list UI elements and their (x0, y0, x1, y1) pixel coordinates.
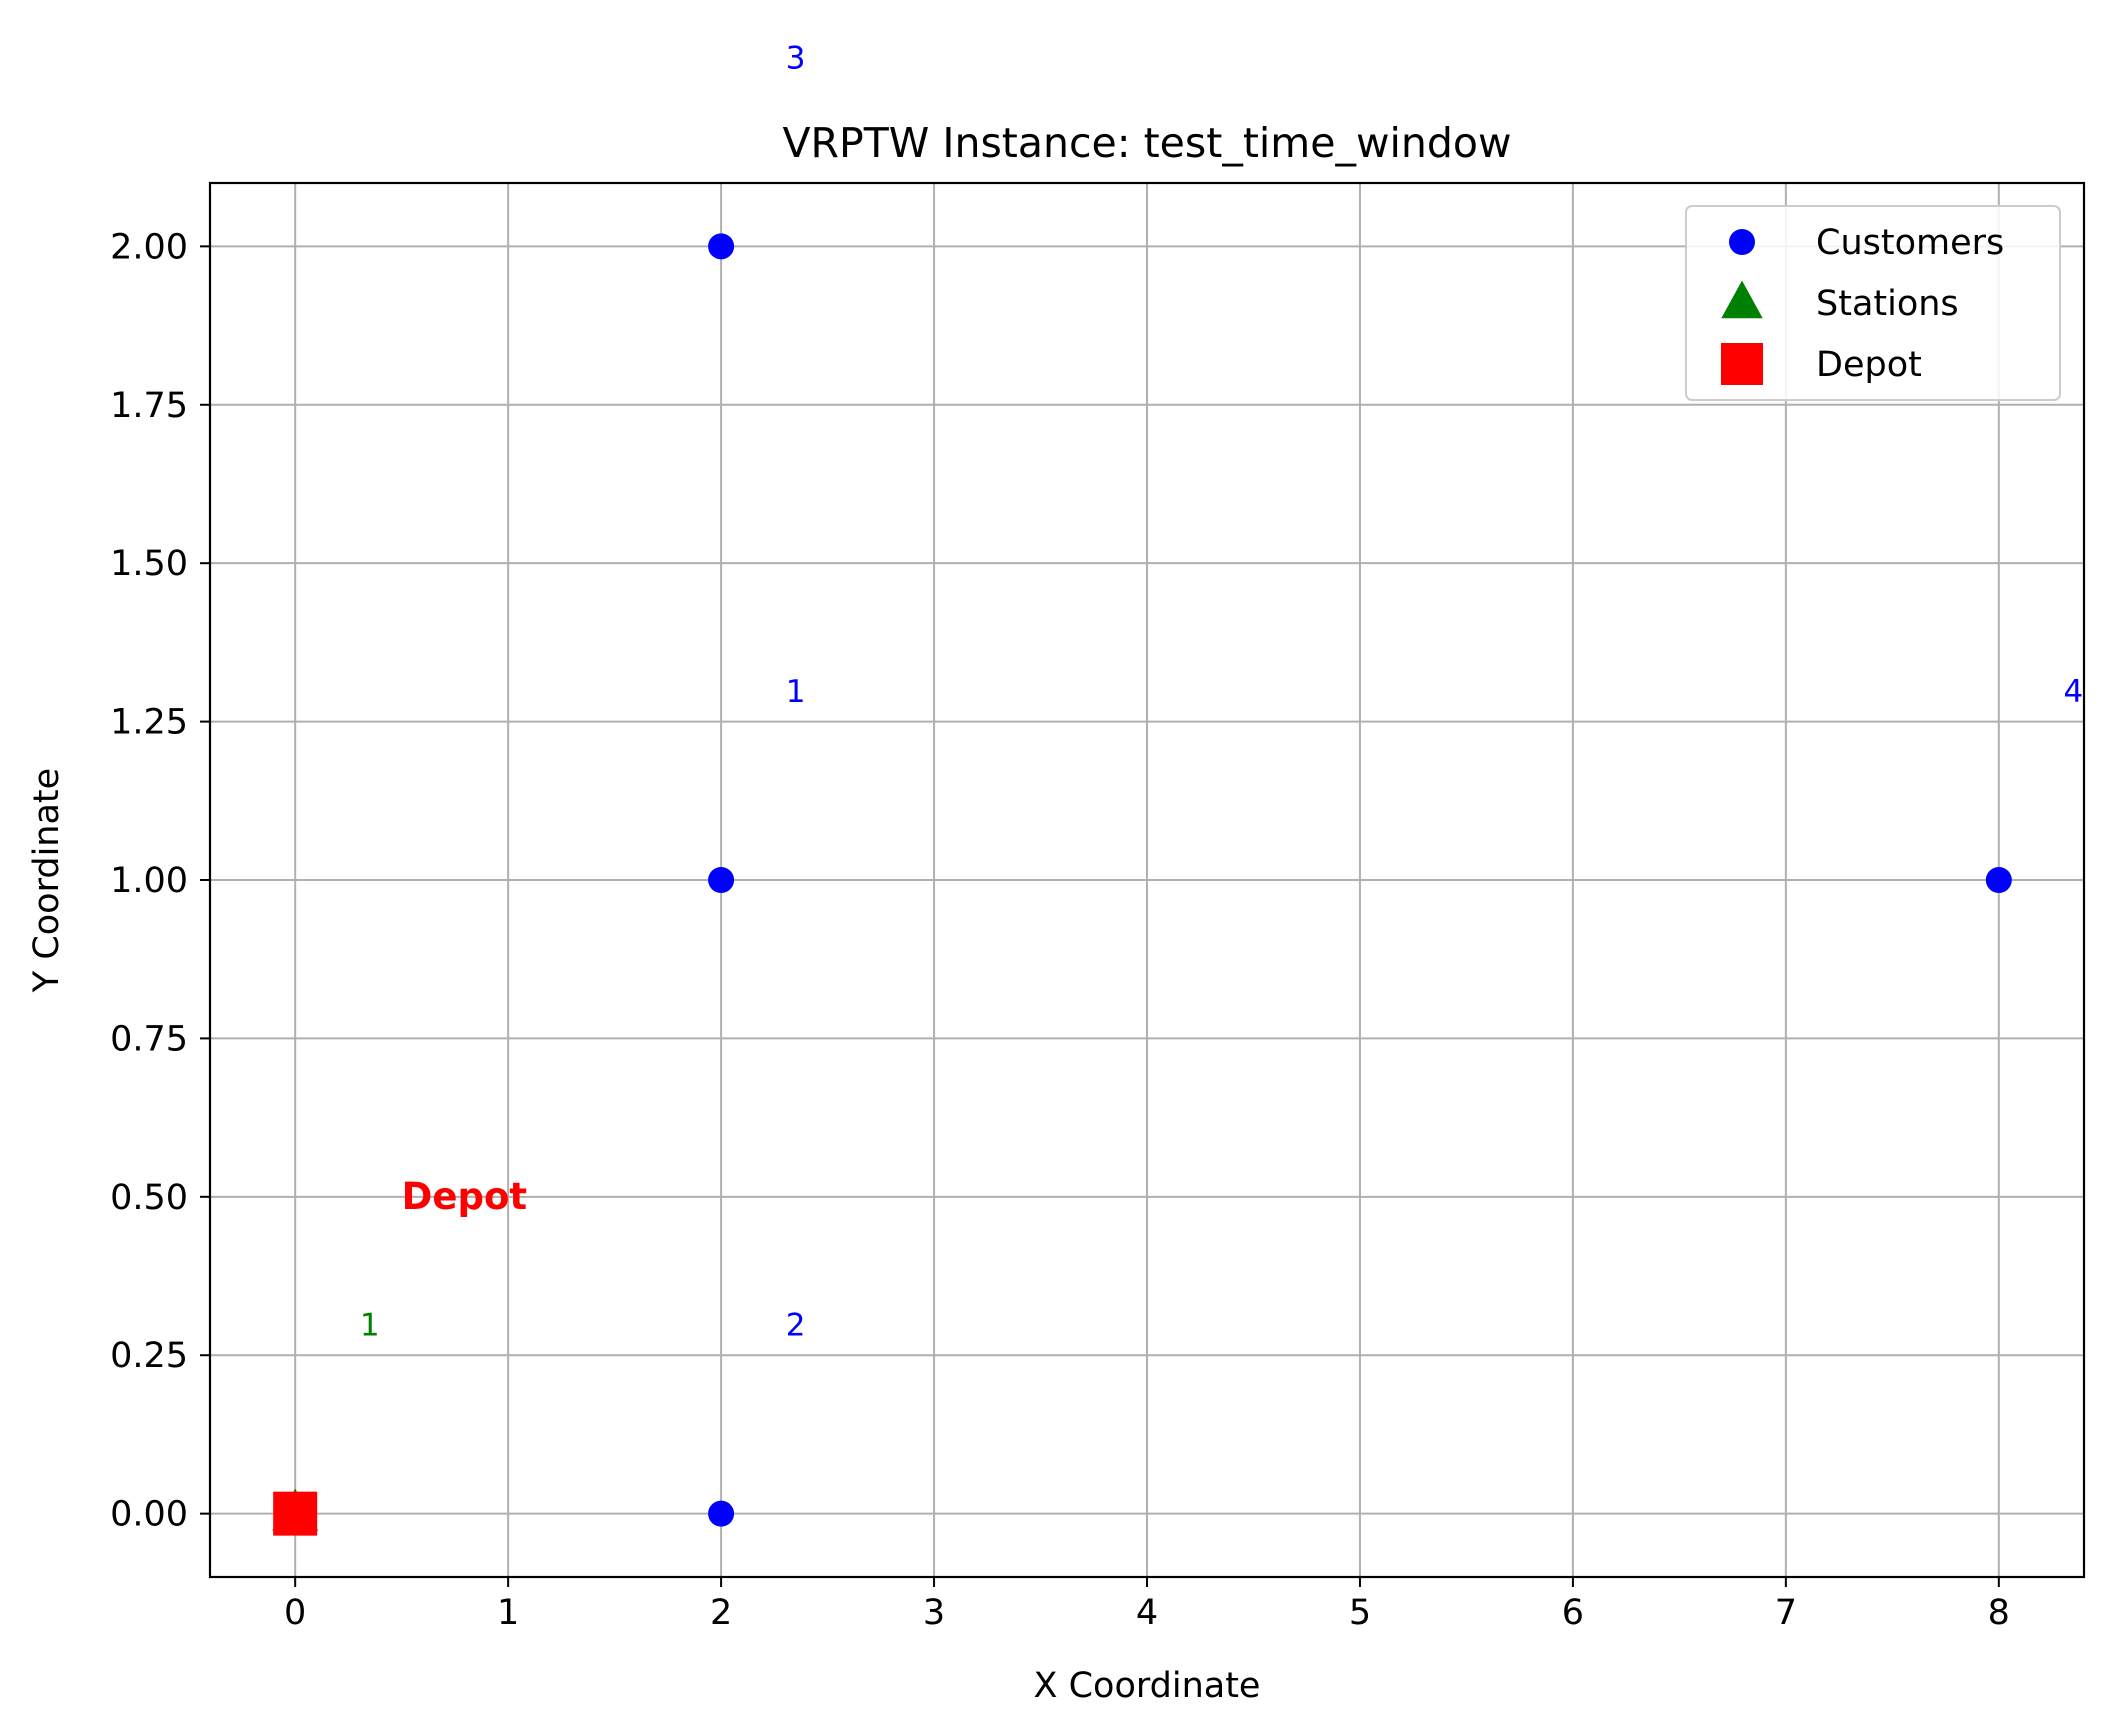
x-tick-label: 6 (1562, 1593, 1584, 1633)
legend-customers-label: Customers (1816, 223, 2004, 263)
customers-marker (708, 867, 735, 893)
customers-point-label: 1 (786, 674, 806, 710)
y-tick-label: 1.75 (110, 386, 188, 426)
x-tick-label: 8 (1988, 1593, 2010, 1633)
y-tick-label: 0.75 (110, 1019, 188, 1059)
y-axis-label: Y Coordinate (27, 768, 67, 993)
y-tick-label: 1.00 (110, 861, 188, 901)
customers-marker (708, 1500, 735, 1527)
legend: Customers Stations Depot (1685, 205, 2061, 401)
grid (210, 183, 2084, 1577)
customers-marker (708, 233, 735, 260)
x-tick-label: 0 (284, 1593, 306, 1633)
stations-point-label: 1 (360, 1308, 380, 1344)
y-tick-label: 1.25 (110, 703, 188, 743)
x-tick-label: 2 (710, 1593, 732, 1633)
series-layer (272, 233, 2012, 1536)
axes: 0 1 2 3 4 5 6 7 8 0.00 0.25 0.50 0.75 1.00 1.25 1.50 1.7… (110, 227, 2010, 1633)
legend-stations-marker (1721, 280, 1763, 319)
point-labels: 1 2 3 4 1 Depot (360, 40, 2083, 1343)
legend-customers-marker (1729, 229, 1755, 255)
customers-marker (1985, 867, 2012, 893)
depot-point-label: Depot (402, 1175, 527, 1218)
x-tick-label: 5 (1349, 1593, 1371, 1633)
y-tick-label: 2.00 (110, 227, 188, 267)
legend-box (1685, 205, 2061, 401)
x-tick-label: 7 (1775, 1593, 1797, 1633)
y-tick-label: 1.50 (110, 544, 188, 584)
y-tick-label: 0.25 (110, 1336, 188, 1376)
x-tick-label: 4 (1136, 1593, 1158, 1633)
x-axis-label: X Coordinate (1034, 1666, 1261, 1706)
legend-stations-label: Stations (1816, 284, 1959, 324)
y-tick-label: 0.00 (110, 1495, 188, 1535)
x-tick-label: 3 (923, 1593, 945, 1633)
depot-marker (273, 1491, 318, 1536)
x-tick-label: 1 (497, 1593, 519, 1633)
y-tick-label: 0.50 (110, 1178, 188, 1218)
legend-depot-marker (1721, 343, 1763, 385)
customers-point-label: 3 (786, 40, 806, 76)
customers-point-label: 2 (786, 1308, 806, 1344)
customers-point-label: 4 (2063, 674, 2083, 710)
legend-depot-label: Depot (1816, 345, 1922, 385)
chart-title: VRPTW Instance: test_time_window (782, 119, 1511, 167)
